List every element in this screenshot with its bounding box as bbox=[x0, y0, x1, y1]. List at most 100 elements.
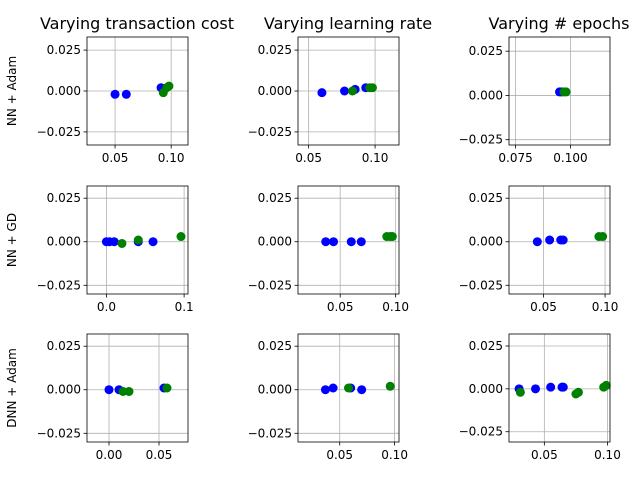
x-tick-label: 0.05 bbox=[146, 448, 173, 462]
y-tick-label: 0.025 bbox=[47, 43, 81, 57]
x-tick-label: 0.05 bbox=[102, 151, 129, 165]
y-tick-label: −0.025 bbox=[459, 133, 503, 147]
y-tick-label: 0.025 bbox=[47, 191, 81, 205]
y-tick-label: 0.025 bbox=[258, 191, 292, 205]
y-tick-label: −0.025 bbox=[248, 278, 292, 292]
y-tick-label: 0.000 bbox=[47, 235, 81, 249]
point bbox=[546, 382, 556, 392]
col-title-1: Varying learning rate bbox=[264, 14, 432, 33]
point bbox=[329, 237, 339, 247]
y-tick-label: 0.025 bbox=[469, 191, 503, 205]
point bbox=[385, 381, 395, 391]
y-tick-label: 0.000 bbox=[469, 235, 503, 249]
y-tick-label: 0.025 bbox=[258, 339, 292, 353]
y-tick-label: 0.025 bbox=[258, 43, 292, 57]
x-tick-label: 0.05 bbox=[295, 151, 322, 165]
x-tick-label: 0.10 bbox=[594, 448, 621, 462]
x-tick-label: 0.10 bbox=[381, 448, 408, 462]
x-tick-label: 0.05 bbox=[326, 448, 353, 462]
y-tick-label: 0.000 bbox=[47, 383, 81, 397]
point bbox=[133, 235, 143, 245]
panel-0-1: 0.05 0.10 0.025 0.000 −0.025 bbox=[248, 36, 400, 165]
axes-frame bbox=[508, 333, 611, 443]
point bbox=[573, 387, 583, 397]
panel-1-2: 0.05 0.10 0.025 0.000 −0.025 bbox=[459, 185, 619, 314]
y-tick-label: −0.025 bbox=[37, 278, 81, 292]
y-tick-label: −0.025 bbox=[459, 425, 503, 439]
x-tick-label: 0.05 bbox=[327, 300, 354, 314]
row-label-1: NN + GD bbox=[5, 213, 19, 267]
point bbox=[328, 383, 338, 393]
point bbox=[515, 387, 525, 397]
point bbox=[344, 383, 353, 393]
col-title-2: Varying # epochs bbox=[489, 14, 630, 33]
point bbox=[558, 382, 568, 392]
panel-2-0: 0.00 0.05 0.025 0.000 −0.025 bbox=[37, 333, 189, 462]
y-tick-label: 0.000 bbox=[258, 235, 292, 249]
point bbox=[162, 383, 172, 393]
point bbox=[532, 237, 542, 247]
panel-1-1: 0.05 0.10 0.025 0.000 −0.025 bbox=[248, 185, 409, 314]
x-tick-label: 0.075 bbox=[498, 151, 532, 165]
point bbox=[176, 232, 186, 242]
x-tick-label: 0.05 bbox=[530, 300, 557, 314]
point bbox=[347, 86, 357, 96]
panel-1-0: 0.0 0.1 0.025 0.000 −0.025 bbox=[37, 185, 194, 314]
axes-frame bbox=[86, 185, 189, 295]
point bbox=[148, 237, 158, 247]
y-tick-label: 0.025 bbox=[47, 339, 81, 353]
axes-frame bbox=[86, 333, 189, 443]
y-tick-label: −0.025 bbox=[37, 426, 81, 440]
point bbox=[321, 237, 331, 247]
x-tick-label: 0.10 bbox=[158, 151, 185, 165]
y-tick-label: 0.000 bbox=[469, 382, 503, 396]
x-tick-label: 0.0 bbox=[97, 300, 116, 314]
point bbox=[124, 386, 134, 396]
y-tick-label: −0.025 bbox=[37, 125, 81, 139]
x-tick-label: 0.10 bbox=[592, 300, 619, 314]
x-tick-label: 0.1 bbox=[175, 300, 194, 314]
row-label-0: NN + Adam bbox=[5, 56, 19, 126]
point bbox=[109, 237, 119, 247]
point bbox=[320, 385, 330, 395]
axes-frame bbox=[508, 36, 611, 146]
point bbox=[531, 384, 541, 394]
y-tick-label: 0.000 bbox=[47, 84, 81, 98]
y-tick-label: −0.025 bbox=[248, 125, 292, 139]
y-tick-label: 0.000 bbox=[469, 88, 503, 102]
point bbox=[601, 380, 611, 390]
point bbox=[598, 232, 608, 242]
panel-0-0: 0.05 0.10 0.025 0.000 −0.025 bbox=[37, 36, 189, 165]
point bbox=[340, 86, 350, 96]
y-tick-label: 0.025 bbox=[469, 339, 503, 353]
y-tick-label: 0.000 bbox=[258, 383, 292, 397]
panel-2-2: 0.05 0.10 0.025 0.000 −0.025 bbox=[459, 333, 621, 462]
point bbox=[367, 83, 377, 93]
x-tick-label: 0.05 bbox=[531, 448, 558, 462]
col-title-0: Varying transaction cost bbox=[40, 14, 234, 33]
point bbox=[356, 237, 366, 247]
y-tick-label: 0.025 bbox=[469, 44, 503, 58]
x-tick-label: 0.100 bbox=[553, 151, 587, 165]
x-tick-label: 0.10 bbox=[362, 151, 389, 165]
point bbox=[104, 385, 114, 395]
point bbox=[317, 88, 327, 98]
axes-frame bbox=[297, 333, 400, 443]
point bbox=[121, 89, 131, 99]
y-tick-label: −0.025 bbox=[248, 426, 292, 440]
axes-frame bbox=[508, 185, 611, 295]
point bbox=[558, 235, 568, 245]
panel-2-1: 0.05 0.10 0.025 0.000 −0.025 bbox=[248, 333, 408, 462]
point bbox=[561, 87, 571, 97]
y-tick-label: 0.000 bbox=[258, 84, 292, 98]
point bbox=[117, 238, 127, 248]
point bbox=[545, 235, 555, 245]
x-tick-label: 0.10 bbox=[382, 300, 409, 314]
point bbox=[164, 81, 174, 91]
axes-frame bbox=[297, 185, 400, 295]
point bbox=[357, 385, 367, 395]
y-tick-label: −0.025 bbox=[459, 278, 503, 292]
panel-0-2: 0.075 0.100 0.025 0.000 −0.025 bbox=[459, 36, 611, 165]
